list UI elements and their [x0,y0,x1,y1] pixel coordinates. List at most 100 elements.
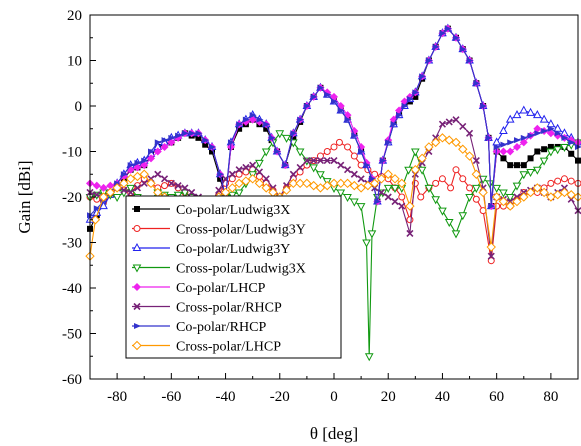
data-point [478,187,488,198]
legend-marker [133,225,141,232]
data-point [453,34,460,41]
data-point [438,120,447,128]
x-tick-label: -60 [161,389,181,405]
legend-label: Co-polar/LHCP [176,281,266,296]
data-point [140,179,148,187]
data-point [167,179,175,187]
data-point [493,143,501,150]
data-point [390,174,400,184]
data-point [369,178,380,189]
y-tick-label: 20 [67,8,82,24]
data-point [254,178,265,189]
y-tick-label: -10 [62,145,82,161]
data-point [546,192,556,202]
data-point [181,184,189,192]
data-point [506,147,515,156]
y-axis-title: Gain [dBi] [15,160,34,233]
data-point [383,184,393,193]
data-point [209,143,216,150]
data-point [492,137,502,146]
data-point [139,169,149,179]
data-point [160,175,169,183]
data-point [437,133,448,143]
data-point [568,139,576,146]
data-point [486,242,496,252]
data-point [106,181,115,190]
data-point [559,187,570,198]
data-point [507,139,515,146]
data-point [99,201,108,210]
data-point [532,183,543,193]
data-point [406,216,414,224]
data-point [290,130,298,137]
data-point [487,252,495,260]
data-point [160,142,169,151]
data-point [147,154,155,163]
data-point [362,239,371,248]
data-point [303,157,311,165]
data-point [444,219,454,228]
data-point [499,125,508,135]
series-co-polar-rhcp [87,25,581,219]
data-point [120,186,128,194]
data-point [290,134,297,141]
data-point [534,148,541,155]
data-point [274,148,282,155]
data-point [534,130,542,137]
data-point [473,80,481,87]
data-point [209,148,215,155]
data-point [424,142,434,152]
data-point [263,121,271,128]
data-point [390,184,400,193]
data-point [539,187,549,198]
data-point [505,194,515,203]
data-point [432,179,440,187]
data-point [363,180,373,191]
data-point [546,119,556,128]
data-point [99,183,108,192]
data-point [527,132,535,139]
data-point [247,174,258,184]
legend-entry: Cross-polar/LHCP [132,340,281,355]
data-point [349,180,360,191]
y-tick-label: 10 [67,54,82,70]
data-point [371,170,379,178]
data-point [112,194,122,203]
data-point [390,121,398,128]
data-point [141,157,149,164]
data-point [282,134,291,143]
data-point [539,114,549,123]
data-point [520,162,527,169]
data-point [554,130,562,137]
data-point [295,148,305,157]
data-point [249,112,257,119]
data-point [228,170,236,178]
data-point [459,122,467,131]
data-point [289,170,297,178]
data-point [492,184,502,193]
data-point [547,179,555,187]
data-point [146,178,156,189]
data-point [249,161,257,169]
data-point [432,43,440,50]
x-tick-label: 80 [543,389,558,405]
data-point [127,162,135,169]
data-point [507,162,514,169]
data-point [154,170,162,178]
data-point [261,148,271,157]
data-point [188,130,196,137]
data-point [519,171,529,180]
data-point [491,192,502,202]
x-tick-label: -80 [107,389,127,405]
data-point [561,134,569,141]
data-point [174,182,182,190]
data-point [331,98,338,105]
data-point [350,152,358,160]
legend-label: Cross-polar/RHCP [176,301,282,316]
data-point [520,134,528,141]
data-point [235,170,243,178]
data-point [451,230,461,239]
data-point [396,112,404,119]
data-point [472,195,480,203]
